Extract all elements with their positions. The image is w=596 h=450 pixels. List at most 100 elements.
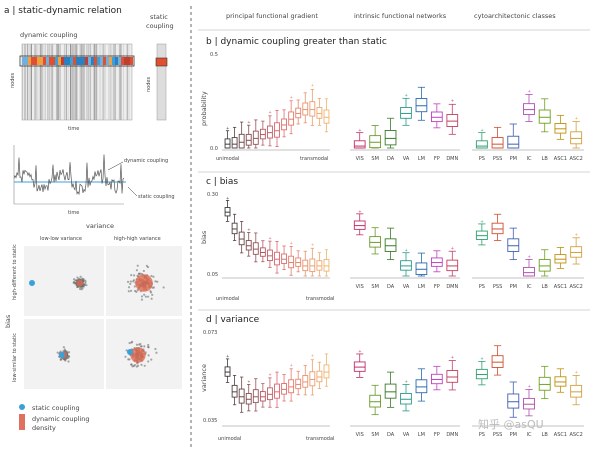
c-cyto-box-1: [491, 213, 504, 241]
c-gradient-box-14: [323, 249, 330, 277]
dynamic-sample-dot: [76, 276, 79, 279]
static-coupling-column: static coupling nodes: [146, 13, 174, 121]
dynamic-sample-dot: [128, 358, 131, 361]
d-networks-label-6: DMN: [446, 432, 458, 438]
panel-d-transmodal: transmodal: [306, 436, 334, 442]
highlight-cell: [76, 57, 79, 65]
outlier-marker: +: [290, 240, 293, 245]
highlight-cell: [25, 57, 28, 65]
b-cyto-box-4: [538, 98, 551, 133]
b-gradient-box-13: [316, 97, 323, 126]
b-networks-box-6: +: [446, 98, 459, 135]
b-gradient-box-14: [323, 98, 330, 133]
d-cyto-label-2: PM: [510, 432, 517, 438]
dynamic-coupling-heading: dynamic coupling: [20, 31, 78, 39]
c-networks-box-3: +: [400, 247, 412, 277]
highlight-cell: [64, 57, 67, 65]
d-gradient-box-10: [295, 370, 302, 396]
b-cyto-label-3: IC: [527, 156, 532, 162]
dynamic-sample-dot: [135, 290, 138, 294]
highlight-cell: [31, 57, 34, 65]
c-gradient-box-9: +: [288, 240, 295, 276]
d-gradient-box-0: +: [224, 354, 231, 383]
d-networks-label-5: FP: [434, 432, 440, 438]
dynamic-sample-dot: [145, 264, 148, 267]
highlight-cell: [88, 57, 91, 65]
b-cyto-label-4: LB: [542, 156, 549, 162]
dynamic-sample-dot: [62, 346, 65, 349]
highlight-cell: [73, 57, 76, 65]
d-networks-label-0: VIS: [356, 432, 364, 438]
highlight-cell: [85, 57, 88, 65]
d-gradient-box-8: [281, 374, 287, 402]
watermark: 知乎 @asQU: [478, 417, 544, 431]
highlight-cell: [94, 57, 97, 65]
d-gradient-box-3: +: [245, 379, 252, 412]
dynamic-sample-dot: [133, 285, 136, 288]
b-gradient-box-2: [238, 121, 245, 149]
highlight-cell: [91, 57, 94, 65]
c-cyto-label-1: PSS: [493, 284, 502, 290]
c-networks-label-5: FP: [434, 284, 440, 290]
d-networks-box-2: [384, 371, 397, 408]
b-networks-box-5: [431, 103, 443, 129]
b-cyto-box-5: [554, 114, 567, 140]
b-gradient-box-6: +: [267, 110, 273, 147]
highlight-cell: [58, 57, 61, 65]
dynamic-sample-dot: [140, 295, 144, 298]
d-cyto-label-6: ASC2: [570, 432, 583, 438]
outlier-marker: +: [480, 127, 483, 132]
c-cyto-label-0: PS: [479, 284, 485, 290]
dynamic-sample-dot: [84, 280, 87, 283]
panel-d-title: d | variance: [206, 315, 260, 325]
c-cyto-label-4: LB: [542, 284, 549, 290]
highlight-cell: [55, 57, 58, 65]
density-legend-label: density: [32, 424, 56, 432]
c-networks-box-6: +: [446, 246, 459, 277]
dynamic-sample-dot: [149, 291, 153, 294]
d-cyto-box-2: [507, 381, 520, 418]
outlier-marker: +: [358, 127, 361, 132]
dynamic-sample-dot: [150, 274, 153, 278]
dynamic-sample-dot: [67, 360, 70, 363]
high-high-variance-label: high-high variance: [114, 236, 161, 242]
b-gradient-box-11: [302, 92, 309, 124]
c-networks-box-5: [431, 250, 443, 273]
c-gradient-box-3: +: [245, 227, 252, 257]
outlier-marker: +: [358, 209, 361, 214]
d-gradient-box-6: +: [267, 372, 273, 408]
d-cyto-box-5: [554, 368, 567, 393]
bias-heading: bias: [4, 314, 12, 328]
trace-time-label: time: [68, 210, 79, 216]
panel-b-ytick-top: 0.5: [210, 52, 218, 58]
d-gradient-box-7: [274, 371, 280, 408]
highlight-cell: [34, 57, 37, 65]
panel-d-ytick-top: 0.073: [203, 330, 217, 336]
b-gradient-box-4: [252, 119, 259, 149]
coupling-trace: dynamic coupling static coupling time: [13, 145, 175, 216]
c-gradient-box-0: +: [224, 195, 231, 222]
static-legend-marker: [19, 404, 25, 410]
dynamic-sample-dot: [76, 285, 79, 288]
d-gradient-box-5: [259, 383, 266, 408]
static-coupling-heading-line2: coupling: [146, 22, 174, 30]
highlight-cell: [67, 57, 70, 65]
c-cyto-box-4: [538, 249, 551, 277]
dynamic-legend-label: dynamic coupling: [32, 415, 90, 423]
c-networks-box-0: +: [353, 209, 366, 236]
header-networks: intrinsic functional networks: [354, 12, 447, 20]
dynamic-sample-dot: [127, 286, 131, 289]
highlight-cell: [103, 57, 106, 65]
dynamic-sample-dot: [140, 298, 144, 301]
b-networks-label-2: DA: [387, 156, 395, 162]
c-networks-box-4: [415, 252, 428, 277]
b-cyto-box-1: [491, 126, 504, 149]
b-gradient-box-8: [281, 109, 287, 138]
static-point: [59, 352, 65, 358]
variance-bias-quadrants: variance low-low variance high-high vari…: [4, 222, 182, 389]
panel-a-title: a | static-dynamic relation: [4, 6, 122, 16]
dynamic-sample-dot: [147, 360, 150, 363]
d-cyto-box-3: +: [523, 384, 535, 417]
outlier-marker: +: [528, 254, 531, 259]
highlight-cell: [40, 57, 43, 65]
